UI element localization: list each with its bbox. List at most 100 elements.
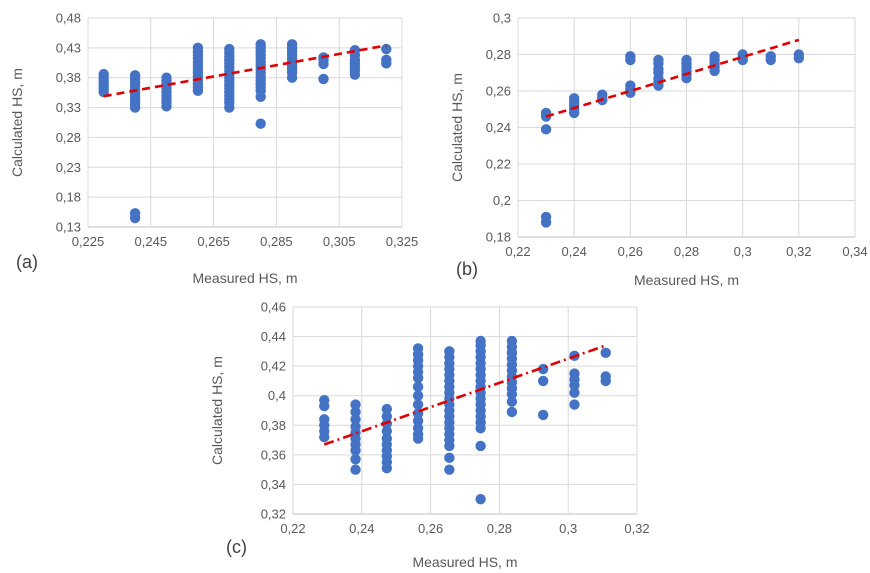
data-point	[350, 406, 361, 418]
x-tick-label: 0,32	[786, 244, 811, 259]
y-tick-label: 0,18	[486, 230, 511, 245]
y-tick-label: 0,38	[261, 418, 286, 433]
data-point	[381, 403, 393, 415]
x-tick-label: 0,325	[386, 234, 419, 249]
y-tick-label: 0,42	[261, 359, 286, 374]
data-point	[412, 372, 424, 384]
y-tick-label: 0,32	[261, 507, 286, 522]
x-tick-label: 0,305	[323, 234, 356, 249]
data-point	[569, 387, 580, 398]
data-point	[600, 347, 611, 359]
y-axis-label: Calculated HS, m	[449, 73, 465, 182]
y-tick-label: 0,18	[56, 190, 81, 205]
data-point	[319, 431, 330, 443]
data-point	[569, 380, 580, 391]
x-tick-label: 0,225	[72, 234, 105, 249]
x-tick-label: 0,265	[197, 234, 230, 249]
data-point	[349, 69, 361, 80]
x-axis-label: Measured HS, m	[192, 270, 297, 286]
data-point	[506, 389, 518, 400]
data-point	[129, 212, 141, 224]
data-point	[255, 91, 266, 103]
y-tick-label: 0,2	[493, 193, 511, 208]
data-point	[350, 414, 361, 425]
x-tick-label: 0,34	[842, 244, 867, 259]
data-point	[381, 426, 393, 437]
data-point	[540, 124, 552, 135]
chart-b: 0,18 0,2 0,22 0,24 0,26 0,28 0,3 0,22 0,24 0,26 0,…	[449, 11, 868, 289]
data-point	[765, 54, 776, 66]
data-point	[129, 102, 141, 113]
data-point	[381, 411, 393, 422]
data-point	[350, 399, 361, 410]
data-point	[444, 440, 455, 452]
chart-c: 0,32 0,34 0,36 0,38 0,4 0,42 0,44 0,46 0,22 0,24 0…	[209, 300, 650, 571]
data-point	[224, 102, 235, 113]
panel-label: (a)	[16, 252, 38, 272]
y-tick-label: 0,33	[56, 100, 81, 115]
x-tick-label: 0,245	[135, 234, 168, 249]
data-point	[600, 375, 611, 387]
x-tick-label: 0,32	[624, 521, 649, 536]
x-tick-label: 0,28	[674, 244, 699, 259]
x-tick-label: 0,24	[562, 244, 587, 259]
y-tick-label: 0,4	[268, 388, 286, 403]
x-axis-label: Measured HS, m	[634, 272, 739, 288]
panel-label: (c)	[226, 537, 247, 557]
panel-label: (b)	[456, 259, 478, 279]
x-tick-label: 0,28	[487, 521, 512, 536]
y-tick-label: 0,34	[261, 477, 286, 492]
x-tick-label: 0,3	[734, 244, 752, 259]
data-point	[412, 433, 424, 444]
x-axis-label: Measured HS, m	[412, 554, 517, 570]
x-tick-label: 0,24	[349, 521, 374, 536]
data-point	[412, 390, 424, 401]
y-tick-label: 0,28	[486, 47, 511, 62]
trendline	[103, 44, 387, 98]
data-point	[192, 85, 204, 97]
data-point	[506, 396, 518, 407]
data-point	[381, 58, 392, 69]
data-point	[475, 494, 486, 505]
data-point	[540, 217, 552, 228]
x-tick-label: 0,26	[618, 244, 643, 259]
data-point	[444, 452, 455, 464]
data-point	[568, 107, 580, 119]
x-tick-label: 0,22	[505, 244, 530, 259]
data-point	[537, 375, 549, 387]
data-point	[475, 440, 486, 452]
y-tick-label: 0,26	[486, 84, 511, 99]
data-point	[412, 415, 424, 427]
data-point	[350, 445, 361, 456]
y-axis-label: Calculated HS, m	[209, 356, 225, 465]
y-tick-label: 0,13	[56, 220, 81, 235]
y-tick-label: 0,24	[486, 120, 511, 135]
data-point	[412, 381, 424, 393]
y-tick-label: 0,48	[56, 11, 81, 26]
data-point	[381, 462, 393, 474]
data-point	[569, 399, 580, 410]
trendline	[545, 38, 800, 118]
y-tick-label: 0,23	[56, 160, 81, 175]
y-axis-label: Calculated HS, m	[9, 68, 25, 177]
data-point	[625, 54, 636, 66]
y-tick-label: 0,43	[56, 40, 81, 55]
x-tick-label: 0,22	[280, 521, 305, 536]
data-point	[286, 72, 298, 83]
data-point	[709, 65, 720, 77]
data-point	[444, 464, 455, 475]
data-point	[318, 73, 329, 85]
x-tick-label: 0,3	[559, 521, 577, 536]
y-tick-label: 0,3	[493, 11, 511, 26]
y-tick-label: 0,44	[261, 329, 286, 344]
data-point	[319, 400, 330, 412]
data-point	[318, 58, 329, 70]
data-point	[350, 464, 361, 475]
y-tick-label: 0,22	[486, 157, 511, 172]
data-point	[412, 399, 424, 410]
y-tick-label: 0,28	[56, 130, 81, 145]
data-point	[255, 118, 266, 129]
y-tick-label: 0,38	[56, 70, 81, 85]
x-tick-label: 0,285	[260, 234, 293, 249]
